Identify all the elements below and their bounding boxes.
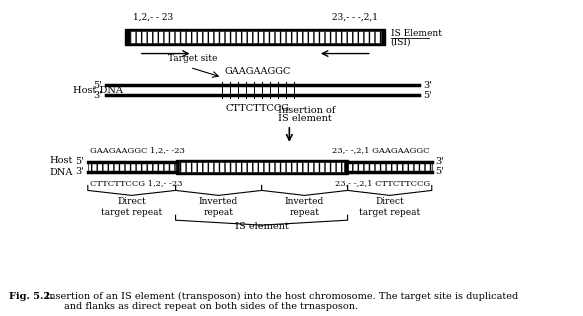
Text: Target site: Target site bbox=[168, 54, 218, 64]
Text: Insertion of: Insertion of bbox=[278, 106, 335, 115]
Text: 23,- - -,2,1: 23,- - -,2,1 bbox=[332, 13, 378, 22]
Bar bbox=[125, 29, 385, 45]
Text: DNA: DNA bbox=[50, 168, 73, 177]
Bar bbox=[179, 162, 344, 172]
Bar bbox=[175, 160, 347, 173]
Text: 5': 5' bbox=[436, 167, 444, 176]
Text: 1,2,- - 23: 1,2,- - 23 bbox=[132, 13, 173, 22]
Text: 3': 3' bbox=[423, 81, 432, 90]
Text: 5': 5' bbox=[93, 81, 102, 90]
Text: Host: Host bbox=[50, 156, 73, 165]
Bar bbox=[88, 161, 175, 173]
Text: GAAGAAGGC: GAAGAAGGC bbox=[225, 67, 291, 76]
Text: CTTCTTCCG: CTTCTTCCG bbox=[226, 104, 290, 113]
Bar bbox=[347, 161, 432, 173]
Text: Direct
target repeat: Direct target repeat bbox=[359, 198, 420, 217]
Bar bbox=[130, 31, 381, 43]
Text: Host DNA: Host DNA bbox=[73, 86, 124, 95]
Text: 3': 3' bbox=[93, 91, 102, 100]
Text: Insertion of an IS element (transposon) into the host chromosome. The target sit: Insertion of an IS element (transposon) … bbox=[38, 292, 518, 311]
Text: Fig. 5.2.: Fig. 5.2. bbox=[9, 292, 54, 301]
Text: 23,- -,2,1 CTTCTTCCG: 23,- -,2,1 CTTCTTCCG bbox=[335, 179, 430, 187]
Text: 5': 5' bbox=[423, 91, 431, 100]
Text: IS element: IS element bbox=[278, 114, 332, 123]
Text: 5': 5' bbox=[75, 157, 84, 166]
Text: CTTCTTCCG 1,2,- -23: CTTCTTCCG 1,2,- -23 bbox=[90, 179, 182, 187]
Text: IS element: IS element bbox=[235, 222, 289, 231]
Text: GAAGAAGGC 1,2,- -23: GAAGAAGGC 1,2,- -23 bbox=[90, 146, 184, 154]
Text: (ISI): (ISI) bbox=[391, 37, 411, 46]
Text: Inverted
repeat: Inverted repeat bbox=[285, 198, 324, 217]
Text: 3': 3' bbox=[436, 157, 444, 166]
Text: IS Element: IS Element bbox=[391, 29, 441, 38]
Text: Inverted
repeat: Inverted repeat bbox=[199, 198, 238, 217]
Text: 23,- -,2,1 GAAGAAGGC: 23,- -,2,1 GAAGAAGGC bbox=[332, 146, 430, 154]
Text: Direct
target repeat: Direct target repeat bbox=[101, 198, 162, 217]
Text: 3': 3' bbox=[75, 167, 84, 176]
